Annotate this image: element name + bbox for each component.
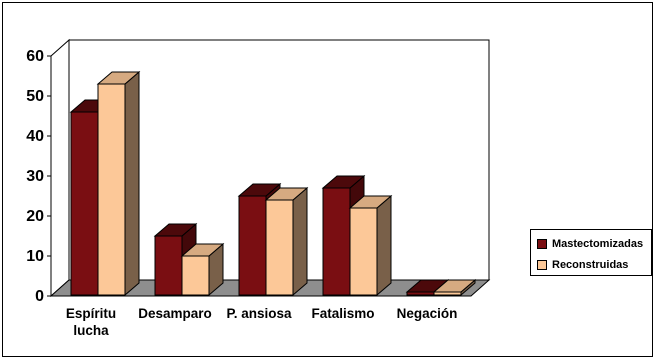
bar-top bbox=[264, 187, 309, 201]
x-category-label: Fatalismo bbox=[311, 306, 374, 321]
bar-reconstruidas-3 bbox=[264, 186, 309, 297]
bar-top bbox=[180, 243, 225, 257]
side-wall bbox=[50, 38, 70, 298]
bar-top bbox=[153, 223, 198, 237]
legend-item-reconstruidas: Reconstruidas bbox=[537, 259, 628, 271]
bar-front bbox=[322, 187, 351, 296]
y-tick-label: 30 bbox=[26, 168, 44, 185]
x-category-label: lucha bbox=[73, 323, 109, 338]
x-category-label: P. ansiosa bbox=[226, 306, 292, 321]
bar-top bbox=[432, 279, 477, 293]
x-category-label: Espíritu bbox=[66, 306, 116, 321]
bar-front bbox=[265, 199, 294, 296]
bar-reconstruidas-2 bbox=[180, 242, 225, 297]
legend-label-mastectomizadas: Mastectomizadas bbox=[552, 238, 644, 250]
y-tick-label: 20 bbox=[26, 208, 44, 225]
bar-front bbox=[70, 111, 99, 296]
bar-top bbox=[237, 183, 282, 197]
bar-reconstruidas-1 bbox=[96, 70, 141, 297]
bar-side bbox=[292, 186, 308, 297]
legend-swatch-reconstruidas bbox=[537, 260, 547, 270]
y-tick-label: 50 bbox=[26, 88, 44, 105]
bar-front bbox=[154, 235, 183, 296]
legend-swatch-mastectomizadas bbox=[537, 239, 547, 249]
bar-side bbox=[376, 194, 392, 297]
bar-front bbox=[349, 207, 378, 296]
bar-reconstruidas-5 bbox=[432, 278, 477, 297]
bar-top bbox=[321, 175, 366, 189]
x-category-label: Desamparo bbox=[138, 306, 212, 321]
bar-top bbox=[96, 71, 141, 85]
bar-front bbox=[97, 83, 126, 296]
bar-side bbox=[124, 70, 140, 297]
y-tick-label: 60 bbox=[26, 48, 44, 65]
bar-front bbox=[238, 195, 267, 296]
legend: Mastectomizadas Reconstruidas bbox=[530, 229, 652, 276]
x-category-label: Negación bbox=[397, 306, 458, 321]
bar-reconstruidas-4 bbox=[348, 194, 393, 297]
legend-label-reconstruidas: Reconstruidas bbox=[552, 259, 629, 271]
legend-item-mastectomizadas: Mastectomizadas bbox=[537, 238, 643, 250]
bar-front bbox=[181, 255, 210, 296]
bar-top bbox=[348, 195, 393, 209]
y-tick-label: 0 bbox=[35, 288, 44, 305]
y-tick-label: 10 bbox=[26, 248, 44, 265]
y-tick-label: 40 bbox=[26, 128, 44, 145]
